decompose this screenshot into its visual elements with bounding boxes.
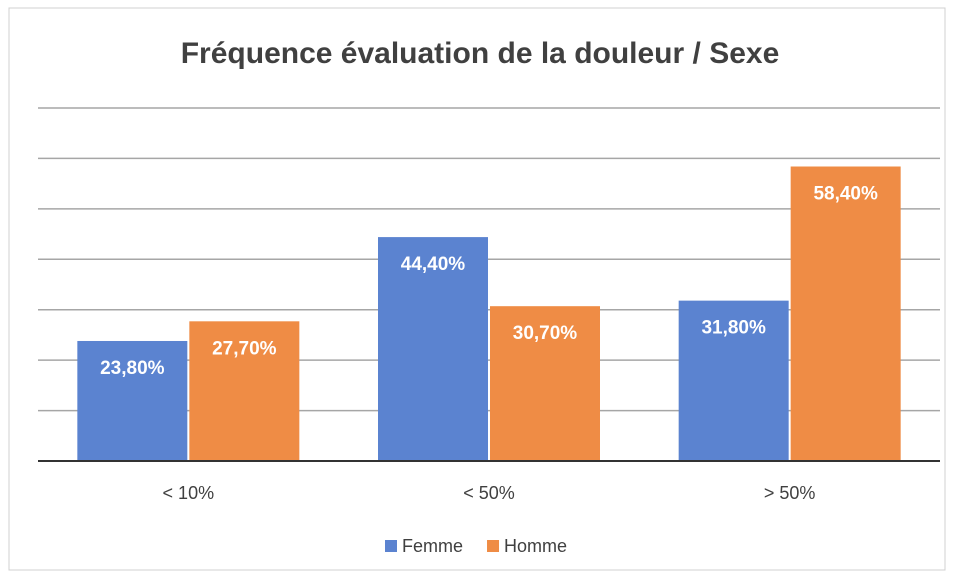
bar bbox=[790, 166, 901, 462]
data-label: 31,80% bbox=[701, 318, 766, 339]
data-label: 23,80% bbox=[100, 358, 165, 379]
data-label: 58,40% bbox=[813, 184, 878, 205]
legend-label: Femme bbox=[402, 536, 463, 556]
bar bbox=[490, 306, 600, 461]
legend-swatch bbox=[487, 540, 500, 552]
legend-swatch bbox=[385, 540, 397, 552]
data-label: 30,70% bbox=[513, 323, 578, 344]
bar bbox=[378, 237, 488, 461]
data-label: 44,40% bbox=[401, 254, 466, 275]
legend-label: Homme bbox=[504, 536, 567, 556]
x-tick-label: > 50% bbox=[764, 483, 816, 503]
data-label: 27,70% bbox=[212, 338, 277, 359]
bar bbox=[77, 340, 188, 461]
x-tick-label: < 10% bbox=[163, 483, 215, 503]
bar bbox=[678, 300, 789, 461]
x-tick-label: < 50% bbox=[463, 483, 515, 503]
bar bbox=[189, 321, 300, 461]
chart-title: Fréquence évaluation de la douleur / Sex… bbox=[181, 37, 780, 70]
